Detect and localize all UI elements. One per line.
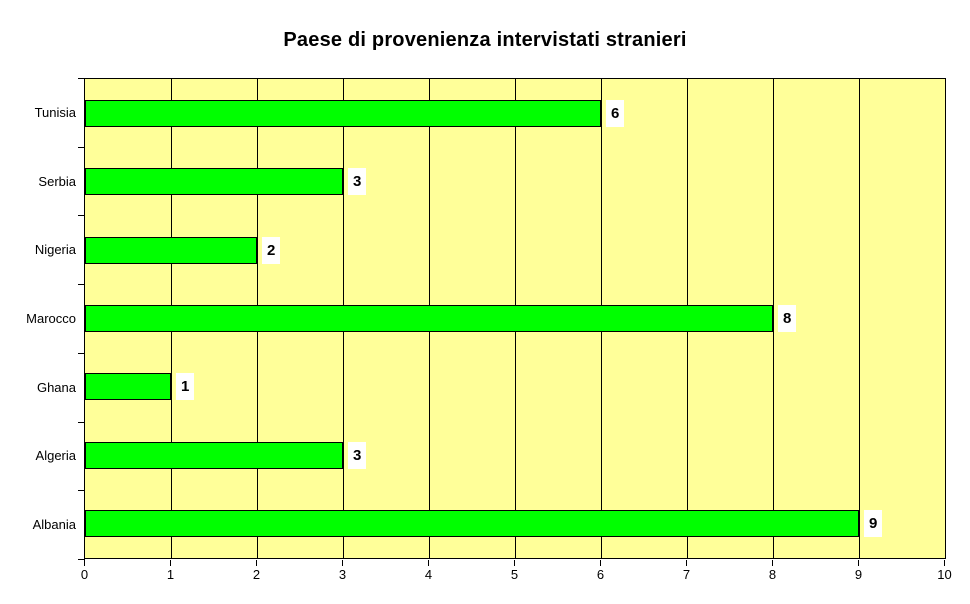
category-label: Ghana [36,379,76,395]
x-axis-tick [84,560,85,566]
plot-area: 6 3 2 8 1 3 9 [84,78,946,559]
x-axis-tick-label: 3 [338,567,347,582]
bar-value-label: 3 [348,168,367,196]
bar-value-label: 3 [348,441,367,469]
y-axis-tick [78,422,85,423]
bar-value-label: 9 [864,510,883,538]
x-axis-tick [944,560,945,566]
chart-title: Paese di provenienza intervistati strani… [283,29,687,51]
x-axis-tick [256,560,257,566]
bar-value-label: 2 [262,236,281,264]
x-axis-tick-label: 6 [596,567,605,582]
bar-tunisia [85,99,601,127]
x-axis-tick [772,560,773,566]
category-label: Nigeria [34,242,76,258]
x-axis-tick [858,560,859,566]
bar-albania [85,510,859,538]
y-axis-tick [78,284,85,285]
y-axis-tick [78,147,85,148]
gridline [859,79,860,558]
x-axis-tick [514,560,515,566]
x-axis-tick [600,560,601,566]
bar-serbia [85,168,343,196]
x-axis-tick [170,560,171,566]
category-label: Tunisia [34,104,76,120]
x-axis-tick [428,560,429,566]
x-axis-tick-label: 10 [937,567,952,582]
x-axis-tick-label: 4 [424,567,433,582]
y-axis-tick [78,559,85,560]
category-label: Marocco [26,310,76,326]
bar-value-label: 6 [606,99,625,127]
y-axis-tick [78,490,85,491]
bar-value-label: 1 [176,373,195,401]
x-axis-tick-label: 9 [854,567,863,582]
gridline [773,79,774,558]
category-label: Serbia [38,173,76,189]
x-axis-tick [686,560,687,566]
category-label: Albania [32,517,76,533]
bar-marocco [85,305,773,332]
x-axis-tick-label: 5 [510,567,519,582]
bar-nigeria [85,236,257,264]
y-axis-tick [78,78,85,79]
bar-ghana [85,373,171,401]
bar-algeria [85,441,343,469]
y-axis-tick [78,353,85,354]
x-axis-tick-label: 2 [252,567,261,582]
x-axis-tick-label: 0 [80,567,89,582]
bar-value-label: 8 [778,305,797,332]
x-axis-tick-label: 8 [768,567,777,582]
category-label: Algeria [35,448,76,464]
x-axis-tick-label: 1 [166,567,175,582]
x-axis-tick [342,560,343,566]
x-axis-tick-label: 7 [682,567,691,582]
y-axis-tick [78,215,85,216]
